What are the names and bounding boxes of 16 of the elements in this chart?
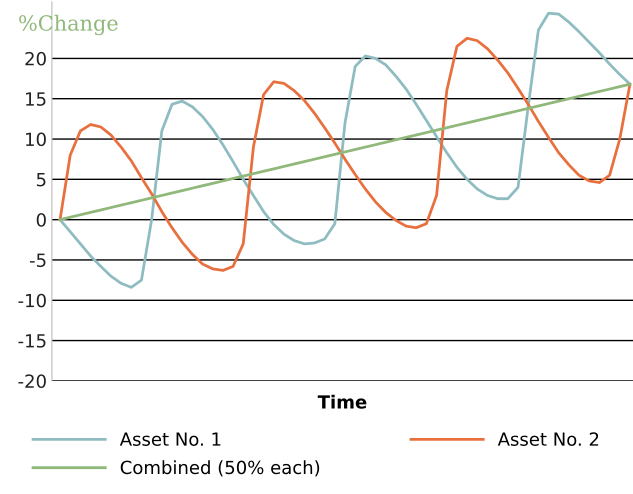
y-tick-label: -20 [18,374,46,388]
y-tick-label: 5 [36,173,46,186]
legend-label: Asset No. 1 [120,432,220,446]
line-series [58,36,632,272]
x-axis-title: Time [318,394,366,409]
line-series [58,82,632,222]
y-tick-label: -10 [18,294,46,308]
y-tick-label: 20 [25,52,46,66]
y-tick-label: 0 [36,213,46,227]
legend-label: Asset No. 2 [498,432,598,446]
y-tick-label: -15 [18,334,46,348]
y-tick-label: -5 [30,254,46,268]
legend-label: Combined (50% each) [120,460,320,476]
y-tick-label: 15 [26,92,46,106]
y-axis-title: %Change [19,14,118,36]
y-tick-label: 10 [26,132,46,146]
